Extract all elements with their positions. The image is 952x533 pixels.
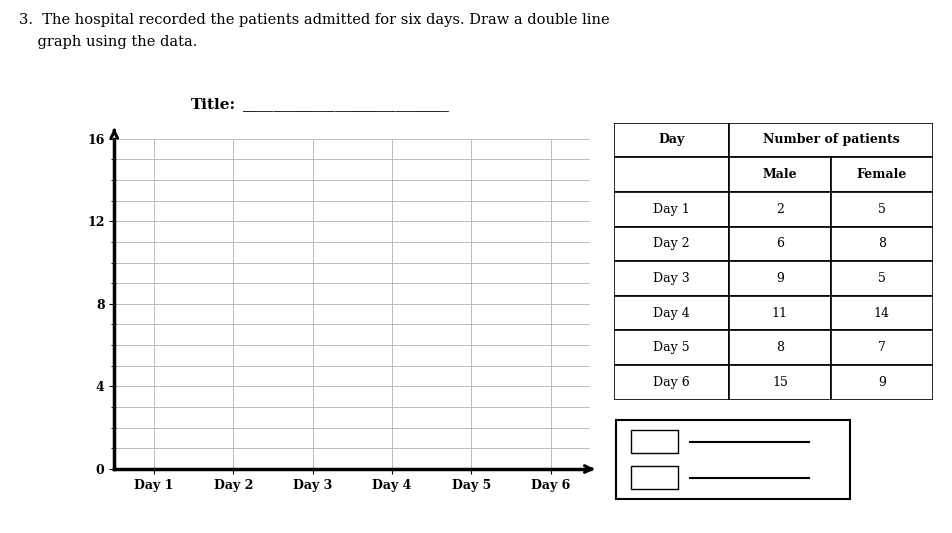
Text: 2: 2 bbox=[776, 203, 783, 216]
Bar bbox=[729, 296, 831, 330]
Bar bbox=[630, 430, 678, 453]
Text: 5: 5 bbox=[878, 272, 886, 285]
Text: 8: 8 bbox=[878, 237, 886, 251]
Text: 11: 11 bbox=[772, 306, 788, 320]
Text: Day 1: Day 1 bbox=[653, 203, 690, 216]
Bar bbox=[614, 123, 729, 157]
Bar bbox=[614, 330, 729, 365]
Bar bbox=[729, 227, 831, 261]
Text: 3.  The hospital recorded the patients admitted for six days. Draw a double line: 3. The hospital recorded the patients ad… bbox=[19, 13, 609, 27]
Bar bbox=[831, 330, 933, 365]
Text: Day 2: Day 2 bbox=[653, 237, 690, 251]
Text: Day 4: Day 4 bbox=[653, 306, 690, 320]
Text: Day: Day bbox=[659, 133, 684, 147]
Bar bbox=[831, 192, 933, 227]
Bar bbox=[729, 365, 831, 400]
Text: 9: 9 bbox=[878, 376, 886, 389]
Bar bbox=[831, 296, 933, 330]
Text: Number of patients: Number of patients bbox=[763, 133, 900, 147]
Bar bbox=[630, 466, 678, 489]
Text: Male: Male bbox=[763, 168, 797, 181]
Bar bbox=[831, 227, 933, 261]
Bar bbox=[614, 157, 729, 192]
Bar bbox=[729, 261, 831, 296]
Text: graph using the data.: graph using the data. bbox=[19, 35, 197, 49]
Text: ___________________________: ___________________________ bbox=[243, 99, 448, 112]
Bar bbox=[614, 261, 729, 296]
Bar bbox=[614, 227, 729, 261]
Text: Day 5: Day 5 bbox=[653, 341, 690, 354]
Bar bbox=[614, 296, 729, 330]
Text: Day 3: Day 3 bbox=[653, 272, 690, 285]
Text: 8: 8 bbox=[776, 341, 783, 354]
Text: 5: 5 bbox=[878, 203, 886, 216]
Text: Day 6: Day 6 bbox=[653, 376, 690, 389]
Bar bbox=[614, 192, 729, 227]
Text: 9: 9 bbox=[776, 272, 783, 285]
Bar bbox=[831, 157, 933, 192]
Text: 7: 7 bbox=[878, 341, 886, 354]
Bar bbox=[614, 365, 729, 400]
Bar bbox=[729, 157, 831, 192]
Bar bbox=[831, 261, 933, 296]
Bar bbox=[729, 123, 933, 157]
Text: 6: 6 bbox=[776, 237, 783, 251]
Text: Title:: Title: bbox=[190, 98, 235, 112]
Text: 14: 14 bbox=[874, 306, 890, 320]
Bar bbox=[729, 330, 831, 365]
Bar bbox=[831, 365, 933, 400]
Text: 15: 15 bbox=[772, 376, 788, 389]
Bar bbox=[729, 192, 831, 227]
Text: Female: Female bbox=[857, 168, 907, 181]
